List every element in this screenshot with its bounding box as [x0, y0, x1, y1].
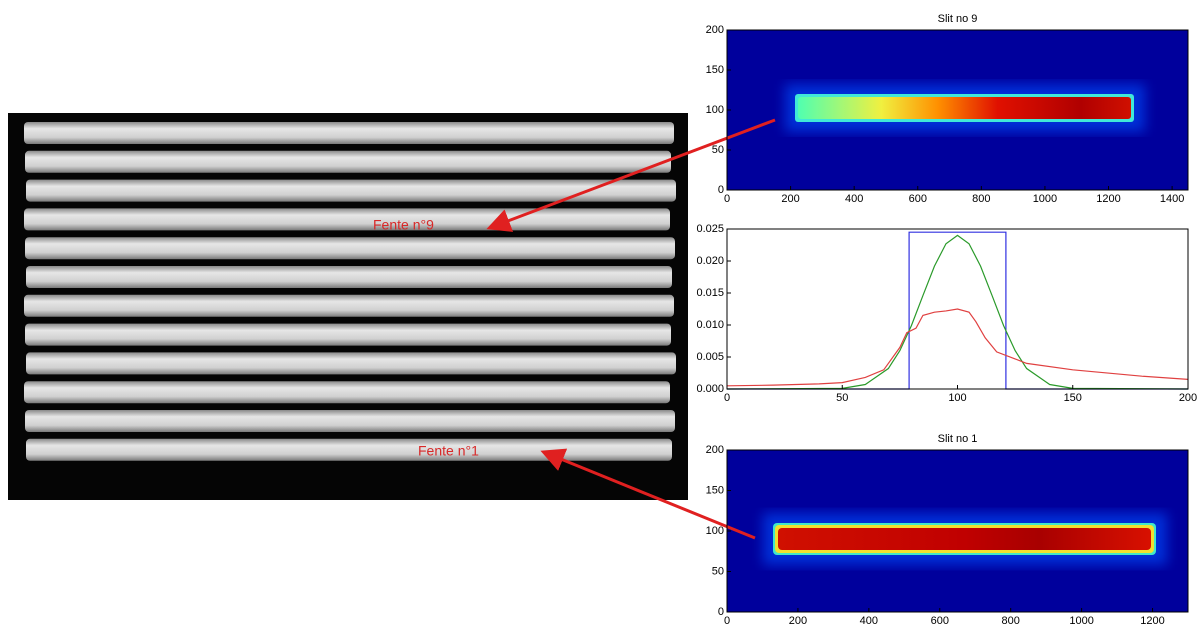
- x-tick-label: 1200: [1096, 193, 1120, 205]
- rod: [26, 179, 676, 202]
- x-tick-label: 0: [724, 193, 730, 205]
- rod: [26, 438, 672, 461]
- rod: [25, 150, 671, 173]
- x-tick-label: 600: [909, 193, 927, 205]
- x-tick-label: 1200: [1140, 615, 1164, 626]
- y-tick-label: 100: [706, 104, 724, 116]
- y-tick-label: 150: [706, 484, 724, 496]
- x-tick-label: 1000: [1033, 193, 1057, 205]
- rod: [25, 237, 675, 260]
- annotation: Fente n°9: [373, 217, 434, 233]
- chart-title: Slit no 9: [938, 13, 978, 25]
- rod: [24, 122, 674, 144]
- heatmap-image: [727, 30, 1188, 190]
- y-tick-label: 150: [706, 64, 724, 76]
- y-tick-label: 0.025: [696, 223, 724, 235]
- y-tick-label: 200: [706, 24, 724, 36]
- y-tick-label: 200: [706, 444, 724, 456]
- line: [726, 308, 1189, 387]
- y-tick-label: 0: [718, 606, 724, 618]
- line: [726, 234, 1189, 390]
- x-tick-label: 0: [724, 615, 730, 626]
- rod: [24, 294, 674, 317]
- x-tick-label: 100: [948, 392, 966, 404]
- y-tick-label: 100: [706, 525, 724, 537]
- x-tick-label: 1400: [1160, 193, 1184, 205]
- x-tick-label: 800: [972, 193, 990, 205]
- arrow: [540, 448, 756, 540]
- x-tick-label: 50: [836, 392, 848, 404]
- heatmap-image: [727, 450, 1188, 612]
- y-tick-label: 0: [718, 184, 724, 196]
- x-tick-label: 600: [931, 615, 949, 626]
- annotation: Fente n°1: [418, 443, 479, 459]
- y-tick-label: 0.015: [696, 287, 724, 299]
- x-tick-label: 200: [1179, 392, 1197, 404]
- photo: [8, 113, 688, 500]
- y-tick-label: 0.005: [696, 351, 724, 363]
- x-tick-label: 0: [724, 392, 730, 404]
- y-tick-label: 50: [712, 144, 724, 156]
- rod: [25, 323, 671, 346]
- rod: [26, 266, 672, 288]
- y-tick-label: 0.000: [696, 383, 724, 395]
- chart-title: Slit no 1: [938, 433, 978, 445]
- x-tick-label: 150: [1064, 392, 1082, 404]
- rod: [26, 352, 676, 375]
- rod: [24, 381, 670, 404]
- arrow: [486, 118, 776, 232]
- rod: [24, 208, 670, 231]
- rod: [25, 410, 675, 432]
- y-tick-label: 50: [712, 565, 724, 577]
- y-tick-label: 0.010: [696, 319, 724, 331]
- x-tick-label: 1000: [1069, 615, 1093, 626]
- x-tick-label: 800: [1002, 615, 1020, 626]
- y-tick-label: 0.020: [696, 255, 724, 267]
- x-tick-label: 400: [845, 193, 863, 205]
- x-tick-label: 200: [789, 615, 807, 626]
- x-tick-label: 200: [781, 193, 799, 205]
- x-tick-label: 400: [860, 615, 878, 626]
